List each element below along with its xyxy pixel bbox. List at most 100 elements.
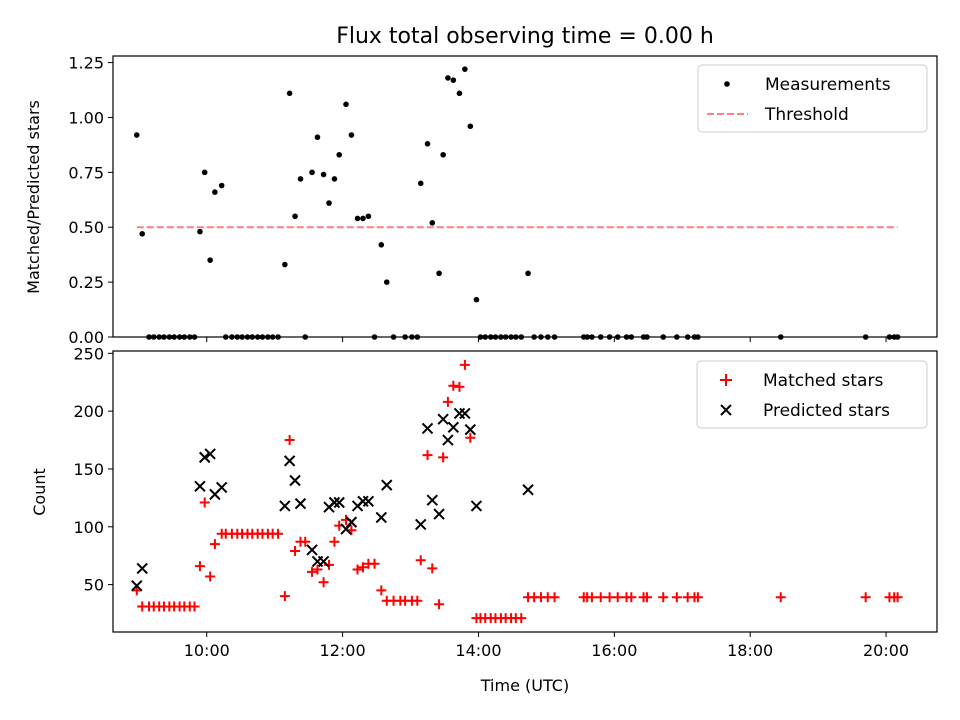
data-point (309, 169, 315, 176)
legend-predicted-marker (720, 404, 732, 416)
data-point (892, 592, 903, 603)
data-point (426, 494, 438, 506)
data-point (381, 479, 393, 491)
y-tick-label: 150 (73, 460, 104, 479)
data-point (215, 481, 228, 494)
data-point (424, 141, 431, 147)
data-point (331, 176, 338, 182)
x-tick-label: 16:00 (591, 641, 637, 660)
data-point (286, 90, 293, 97)
data-point (199, 497, 210, 508)
data-point (417, 180, 424, 187)
top-panel: 0.00 0.25 0.50 0.75 1.00 1.25 Matched/Predict… (24, 54, 938, 347)
data-point (320, 171, 327, 178)
data-point (612, 592, 623, 603)
x-tick-label: 12:00 (320, 641, 366, 660)
data-point (586, 592, 597, 603)
data-point (549, 592, 560, 603)
x-tick-label: 10:00 (184, 641, 230, 660)
data-point (412, 595, 423, 606)
data-point (775, 592, 786, 603)
top-x-ticks (206, 337, 887, 342)
data-point (204, 448, 216, 460)
figure-title: Flux total observing time = 0.00 h (336, 24, 714, 49)
bottom-y-ticks: 50 100 150 200 250 (73, 344, 113, 595)
data-point (516, 613, 527, 624)
data-point (383, 279, 390, 285)
data-point (454, 381, 465, 392)
data-point (436, 270, 442, 277)
data-point (442, 396, 453, 407)
data-point (273, 528, 284, 539)
data-point (318, 577, 329, 588)
data-point (133, 132, 140, 138)
data-point (434, 599, 445, 610)
data-point (194, 480, 206, 493)
data-point (467, 123, 474, 130)
data-point (365, 213, 372, 220)
data-point (207, 257, 213, 263)
data-point (442, 434, 454, 446)
y-tick-label: 200 (73, 402, 104, 421)
data-point (522, 484, 534, 496)
data-point (450, 77, 457, 83)
top-legend: Measurements Threshold (697, 64, 928, 133)
bottom-x-axis-label: Time (UTC) (480, 676, 569, 695)
legend-threshold-label: Threshold (764, 105, 849, 125)
data-point (345, 516, 358, 528)
data-point (641, 592, 652, 603)
data-point (139, 231, 146, 237)
data-point (279, 500, 291, 512)
data-point (326, 200, 332, 206)
y-tick-label: 100 (73, 518, 104, 537)
data-point (131, 580, 143, 592)
y-tick-label: 0.50 (68, 218, 104, 237)
series-predicted-stars (131, 407, 534, 592)
legend-measurements-label: Measurements (765, 75, 891, 95)
data-point (300, 536, 311, 547)
data-point (279, 591, 290, 602)
data-point (343, 101, 349, 108)
data-point (297, 176, 304, 182)
x-tick-label: 18:00 (727, 641, 773, 660)
data-point (473, 296, 480, 303)
data-point (198, 451, 211, 464)
data-point (205, 571, 216, 582)
legend-matched-marker (720, 374, 732, 386)
bottom-legend: Matched stars Predicted stars (696, 360, 928, 429)
data-point (352, 564, 363, 575)
data-point (378, 241, 385, 248)
data-point (692, 592, 703, 603)
data-point (362, 495, 375, 508)
data-point (290, 546, 301, 557)
data-point (282, 261, 288, 268)
data-point (354, 215, 361, 222)
data-point (447, 421, 460, 434)
data-point (438, 452, 449, 463)
data-point (421, 422, 434, 435)
bottom-y-axis-label: Count (30, 468, 49, 516)
data-point (375, 511, 388, 524)
data-point (209, 539, 220, 550)
data-point (465, 432, 476, 443)
data-point (440, 151, 446, 158)
bottom-plot-marks (131, 359, 903, 624)
data-point (415, 555, 426, 566)
data-point (328, 496, 341, 509)
data-point (306, 544, 318, 556)
data-point (437, 413, 449, 425)
data-point (333, 496, 345, 509)
data-point (340, 523, 352, 535)
legend-matched-label: Matched stars (763, 371, 883, 391)
data-point (292, 213, 298, 220)
data-point (415, 518, 427, 531)
bottom-legend-box (696, 360, 928, 429)
top-plot-frame (112, 55, 938, 338)
data-point (671, 592, 682, 603)
data-point (201, 169, 208, 176)
data-point (336, 151, 343, 158)
data-point (445, 75, 451, 81)
data-point (595, 592, 606, 603)
y-tick-label: 0.25 (68, 273, 104, 292)
y-tick-label: 0.75 (68, 163, 104, 182)
